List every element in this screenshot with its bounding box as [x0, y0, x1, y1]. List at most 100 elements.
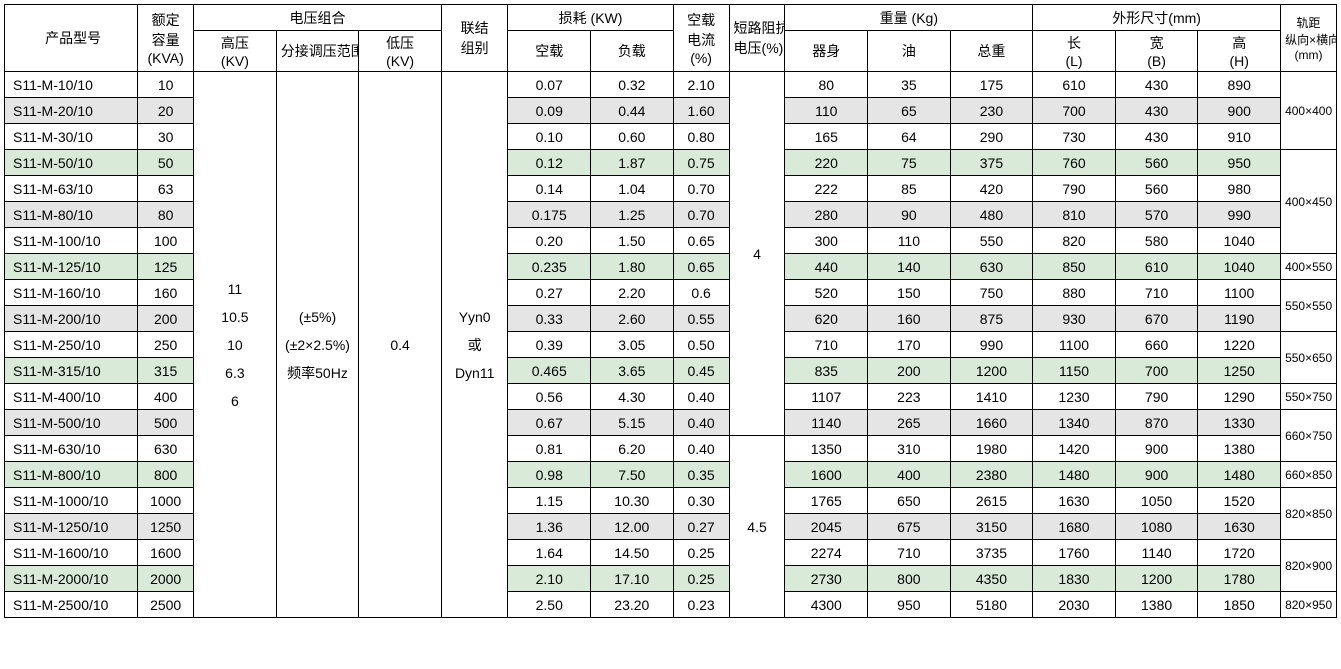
th-loss: 损耗 (KW): [508, 5, 673, 31]
cell-dim-H: 1040: [1198, 254, 1281, 280]
cell-dim-H: 1780: [1198, 566, 1281, 592]
cell-model: S11-M-630/10: [5, 436, 138, 462]
cell-noload-loss: 0.39: [508, 332, 591, 358]
cell-dim-H: 1250: [1198, 358, 1281, 384]
th-track: 轨距纵向×横向(mm): [1281, 5, 1337, 72]
cell-oil-weight: 800: [868, 566, 951, 592]
cell-oil-weight: 85: [868, 176, 951, 202]
th-load-loss: 负载: [591, 31, 674, 72]
cell-model: S11-M-125/10: [5, 254, 138, 280]
cell-oil-weight: 710: [868, 540, 951, 566]
cell-noload-current: 0.75: [673, 150, 729, 176]
cell-capacity: 1250: [138, 514, 194, 540]
cell-dim-B: 610: [1115, 254, 1198, 280]
cell-body-weight: 440: [785, 254, 868, 280]
cell-capacity: 20: [138, 98, 194, 124]
cell-total-weight: 420: [950, 176, 1033, 202]
cell-load-loss: 0.32: [591, 72, 674, 98]
transformer-spec-table: 产品型号 额定容量(KVA) 电压组合 联结组别 损耗 (KW) 空载电流(%)…: [4, 4, 1337, 618]
cell-noload-loss: 0.67: [508, 410, 591, 436]
cell-dim-L: 610: [1033, 72, 1116, 98]
cell-total-weight: 1410: [950, 384, 1033, 410]
cell-capacity: 1000: [138, 488, 194, 514]
cell-dim-B: 1380: [1115, 592, 1198, 618]
cell-dim-H: 1850: [1198, 592, 1281, 618]
cell-dim-B: 670: [1115, 306, 1198, 332]
cell-dim-L: 810: [1033, 202, 1116, 228]
cell-body-weight: 710: [785, 332, 868, 358]
cell-noload-current: 0.25: [673, 566, 729, 592]
cell-capacity: 630: [138, 436, 194, 462]
cell-dim-B: 790: [1115, 384, 1198, 410]
cell-body-weight: 222: [785, 176, 868, 202]
th-impedance: 短路阻抗电压(%): [729, 5, 785, 72]
cell-impedance: 4.5: [729, 436, 785, 618]
cell-dim-B: 1140: [1115, 540, 1198, 566]
cell-noload-current: 0.70: [673, 176, 729, 202]
cell-load-loss: 23.20: [591, 592, 674, 618]
cell-noload-loss: 0.09: [508, 98, 591, 124]
cell-dim-L: 1480: [1033, 462, 1116, 488]
cell-capacity: 100: [138, 228, 194, 254]
cell-body-weight: 1107: [785, 384, 868, 410]
cell-dim-L: 2030: [1033, 592, 1116, 618]
cell-model: S11-M-800/10: [5, 462, 138, 488]
cell-total-weight: 3735: [950, 540, 1033, 566]
cell-load-loss: 1.50: [591, 228, 674, 254]
cell-dim-B: 900: [1115, 462, 1198, 488]
cell-total-weight: 1200: [950, 358, 1033, 384]
cell-track: 550×550: [1281, 280, 1337, 332]
cell-load-loss: 0.60: [591, 124, 674, 150]
cell-noload-loss: 1.36: [508, 514, 591, 540]
cell-oil-weight: 400: [868, 462, 951, 488]
cell-body-weight: 1765: [785, 488, 868, 514]
cell-track: 400×550: [1281, 254, 1337, 280]
cell-track: 820×950: [1281, 592, 1337, 618]
cell-total-weight: 1980: [950, 436, 1033, 462]
cell-dim-L: 790: [1033, 176, 1116, 202]
cell-load-loss: 17.10: [591, 566, 674, 592]
cell-body-weight: 220: [785, 150, 868, 176]
cell-load-loss: 1.25: [591, 202, 674, 228]
cell-total-weight: 3150: [950, 514, 1033, 540]
cell-load-loss: 12.00: [591, 514, 674, 540]
th-B: 宽(B): [1115, 31, 1198, 72]
cell-body-weight: 2730: [785, 566, 868, 592]
cell-noload-current: 0.65: [673, 254, 729, 280]
cell-capacity: 1600: [138, 540, 194, 566]
cell-dim-H: 1290: [1198, 384, 1281, 410]
cell-total-weight: 630: [950, 254, 1033, 280]
cell-dim-B: 1200: [1115, 566, 1198, 592]
cell-track: 660×850: [1281, 462, 1337, 488]
cell-model: S11-M-2000/10: [5, 566, 138, 592]
cell-dim-B: 430: [1115, 98, 1198, 124]
cell-dim-B: 430: [1115, 124, 1198, 150]
th-dims: 外形尺寸(mm): [1033, 5, 1281, 31]
cell-dim-B: 560: [1115, 150, 1198, 176]
cell-oil-weight: 310: [868, 436, 951, 462]
cell-capacity: 10: [138, 72, 194, 98]
cell-noload-current: 0.55: [673, 306, 729, 332]
cell-noload-loss: 0.98: [508, 462, 591, 488]
cell-dim-H: 890: [1198, 72, 1281, 98]
cell-noload-loss: 0.33: [508, 306, 591, 332]
cell-body-weight: 300: [785, 228, 868, 254]
cell-body-weight: 1350: [785, 436, 868, 462]
cell-dim-B: 570: [1115, 202, 1198, 228]
th-connection: 联结组别: [441, 5, 508, 72]
th-noload-current: 空载电流(%): [673, 5, 729, 72]
cell-oil-weight: 150: [868, 280, 951, 306]
cell-noload-current: 0.23: [673, 592, 729, 618]
cell-noload-loss: 0.12: [508, 150, 591, 176]
cell-dim-B: 700: [1115, 358, 1198, 384]
cell-load-loss: 1.04: [591, 176, 674, 202]
cell-model: S11-M-200/10: [5, 306, 138, 332]
cell-oil-weight: 650: [868, 488, 951, 514]
cell-body-weight: 520: [785, 280, 868, 306]
cell-dim-H: 1100: [1198, 280, 1281, 306]
cell-dim-H: 1720: [1198, 540, 1281, 566]
cell-load-loss: 3.05: [591, 332, 674, 358]
cell-model: S11-M-30/10: [5, 124, 138, 150]
cell-capacity: 500: [138, 410, 194, 436]
cell-dim-L: 1630: [1033, 488, 1116, 514]
